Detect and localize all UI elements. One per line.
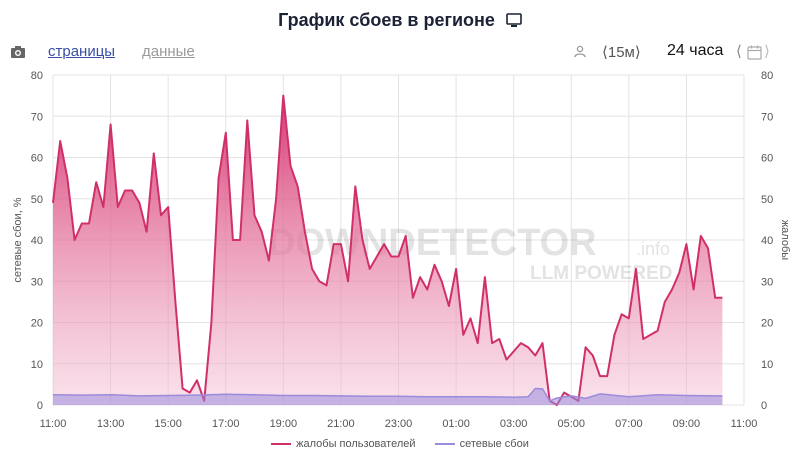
y-tick-right: 80 [761, 70, 773, 82]
y-tick-right: 50 [761, 194, 773, 206]
y-tick-right: 20 [761, 318, 773, 330]
chart-toolbar: страницы данные ⟨15м⟩ 24 часа ⟨ ⟩ [0, 42, 800, 64]
x-tick-label: 17:00 [212, 418, 240, 430]
x-tick-label: 15:00 [154, 418, 182, 430]
y-tick-left: 10 [31, 359, 43, 371]
y-tick-left: 30 [31, 276, 43, 288]
watermark: DOWNDETECTOR .info LLM POWERED [268, 222, 673, 284]
camera-icon[interactable] [10, 45, 26, 59]
x-tick-label: 01:00 [442, 418, 470, 430]
x-tick-label: 23:00 [385, 418, 413, 430]
legend-item-complaints[interactable]: жалобы пользователей [271, 438, 416, 450]
y-axis-left-title: сетевые сбои, % [12, 197, 24, 282]
outages-line [52, 387, 723, 402]
x-tick-label: 05:00 [557, 418, 585, 430]
y-tick-right: 70 [761, 111, 773, 123]
series [52, 94, 723, 406]
nav-prev-button[interactable]: ⟨ [736, 43, 742, 60]
y-tick-right: 60 [761, 153, 773, 165]
x-tick-label: 09:00 [673, 418, 701, 430]
monitor-icon [506, 13, 522, 27]
page-title: График сбоев в регионе [278, 10, 495, 30]
tab-pages[interactable]: страницы [48, 43, 116, 60]
y-tick-right: 40 [761, 235, 773, 247]
range-selector[interactable]: 24 часа [667, 42, 724, 59]
nav-next-button[interactable]: ⟩ [764, 43, 770, 60]
legend-label-complaints: жалобы пользователей [296, 438, 416, 450]
axes: 0 0 10 10 20 20 30 30 40 40 50 50 60 60 70 70 80 80 11:00 1… [31, 70, 774, 430]
y-tick-left: 0 [37, 400, 43, 412]
legend-label-outages: сетевые сбои [459, 438, 529, 450]
x-tick-label: 13:00 [97, 418, 125, 430]
user-icon[interactable] [574, 45, 586, 58]
interval-selector[interactable]: ⟨15м⟩ [602, 44, 641, 61]
tab-data[interactable]: данные [142, 43, 195, 60]
watermark-suffix: .info [636, 239, 670, 259]
chart-title: График сбоев в регионе [0, 10, 800, 31]
x-tick-label: 03:00 [500, 418, 528, 430]
watermark-brand: DOWNDETECTOR [268, 222, 597, 264]
x-tick-label: 11:00 [40, 418, 67, 430]
x-tick-label: 11:00 [731, 418, 758, 430]
legend-swatch-outages [434, 443, 455, 446]
x-tick-label: 07:00 [615, 418, 643, 430]
complaints-line [52, 94, 723, 406]
x-tick-label: 21:00 [327, 418, 355, 430]
y-tick-left: 80 [31, 70, 43, 82]
x-tick-label: 19:00 [270, 418, 298, 430]
y-tick-left: 50 [31, 194, 43, 206]
y-tick-left: 60 [31, 153, 43, 165]
y-tick-right: 30 [761, 276, 773, 288]
legend-item-outages[interactable]: сетевые сбои [434, 438, 529, 450]
y-tick-left: 40 [31, 235, 43, 247]
y-tick-right: 0 [761, 400, 767, 412]
legend-swatch-complaints [271, 443, 292, 446]
legend: жалобы пользователей сетевые сбои [0, 438, 800, 450]
y-tick-left: 20 [31, 318, 43, 330]
y-tick-left: 70 [31, 111, 43, 123]
y-axis-right-title: жалобы [779, 220, 791, 260]
y-tick-right: 10 [761, 359, 773, 371]
watermark-sub: LLM POWERED [530, 263, 673, 284]
calendar-icon[interactable] [747, 45, 762, 60]
